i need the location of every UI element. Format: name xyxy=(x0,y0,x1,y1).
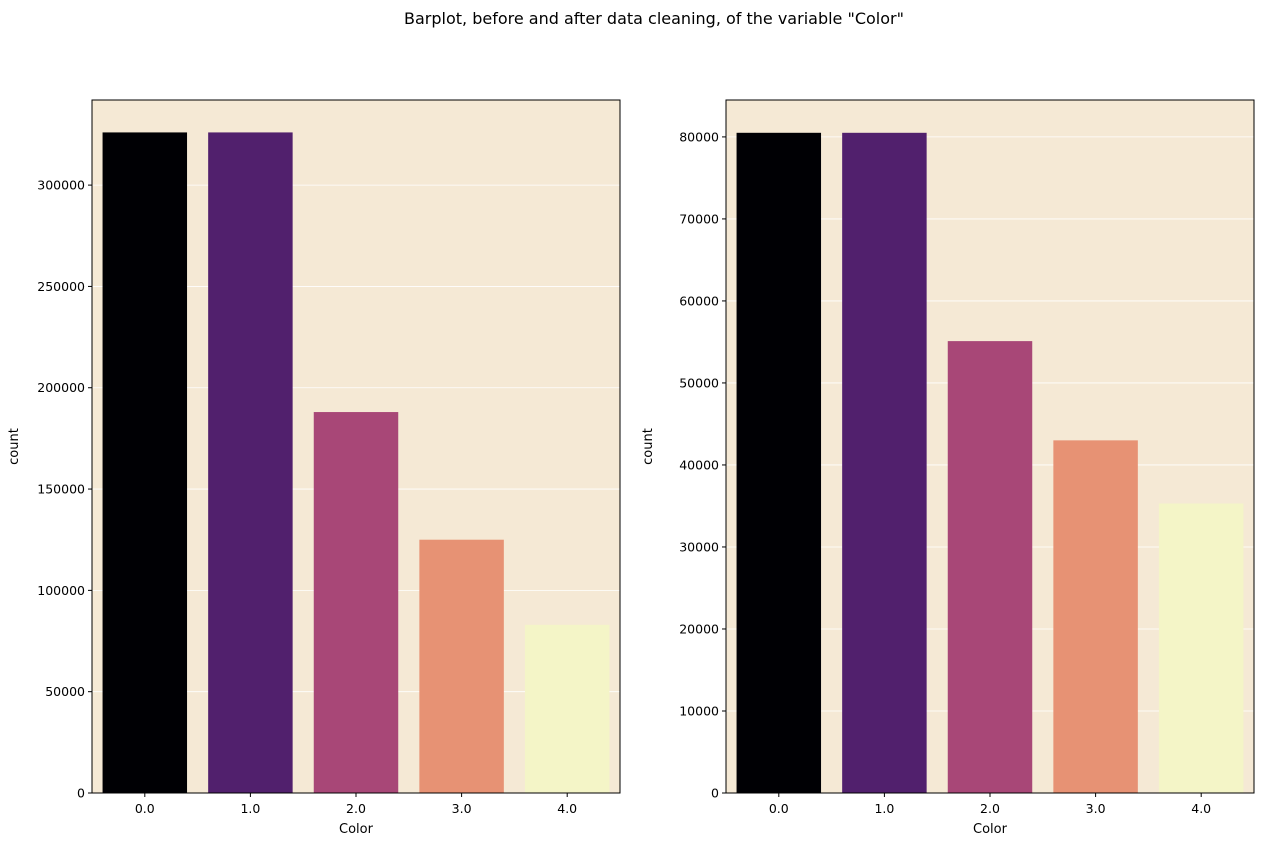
x-tick-label: 0.0 xyxy=(769,801,789,816)
figure-suptitle: Barplot, before and after data cleaning,… xyxy=(404,9,904,28)
y-tick-label: 40000 xyxy=(679,457,719,472)
x-tick-label: 3.0 xyxy=(1086,801,1106,816)
x-tick-label: 3.0 xyxy=(452,801,472,816)
x-axis-label: Color xyxy=(973,822,1008,837)
bar-2.0 xyxy=(313,412,399,793)
x-axis-label: Color xyxy=(339,822,374,837)
x-tick-label: 1.0 xyxy=(874,801,894,816)
y-tick-label: 30000 xyxy=(679,539,719,554)
x-tick-label: 4.0 xyxy=(1191,801,1211,816)
x-tick-label: 1.0 xyxy=(240,801,260,816)
bar-0.0 xyxy=(102,132,188,794)
y-tick-label: 80000 xyxy=(679,129,719,144)
y-tick-label: 150000 xyxy=(37,482,85,497)
bar-2.0 xyxy=(947,341,1033,793)
x-tick-label: 2.0 xyxy=(980,801,1000,816)
chart-before-cleaning: 0 50000 100000 150000 200000 250000 300000 0.0 1… xyxy=(7,99,621,837)
y-tick-label: 200000 xyxy=(37,380,85,395)
y-tick-label: 0 xyxy=(711,786,719,801)
bar-1.0 xyxy=(842,132,927,793)
y-tick-label: 250000 xyxy=(37,279,85,294)
y-tick-label: 100000 xyxy=(37,583,85,598)
y-tick-label: 10000 xyxy=(679,703,719,718)
y-axis-label: count xyxy=(641,428,656,465)
bar-1.0 xyxy=(208,132,293,794)
bar-4.0 xyxy=(524,624,610,793)
y-tick-label: 60000 xyxy=(679,293,719,308)
x-tick-label: 2.0 xyxy=(346,801,366,816)
bar-4.0 xyxy=(1158,503,1244,793)
bar-3.0 xyxy=(419,539,504,793)
y-axis-label: count xyxy=(7,428,22,465)
y-tick-label: 50000 xyxy=(45,684,85,699)
bar-3.0 xyxy=(1053,440,1138,793)
y-tick-label: 70000 xyxy=(679,211,719,226)
y-tick-label: 20000 xyxy=(679,621,719,636)
y-tick-label: 50000 xyxy=(679,375,719,390)
x-tick-label: 4.0 xyxy=(557,801,577,816)
y-tick-label: 0 xyxy=(77,786,85,801)
x-tick-label: 0.0 xyxy=(135,801,155,816)
chart-after-cleaning: 0 10000 20000 30000 40000 50000 60000 70000 8000… xyxy=(641,99,1255,837)
bar-0.0 xyxy=(736,132,822,793)
y-tick-label: 300000 xyxy=(37,178,85,193)
